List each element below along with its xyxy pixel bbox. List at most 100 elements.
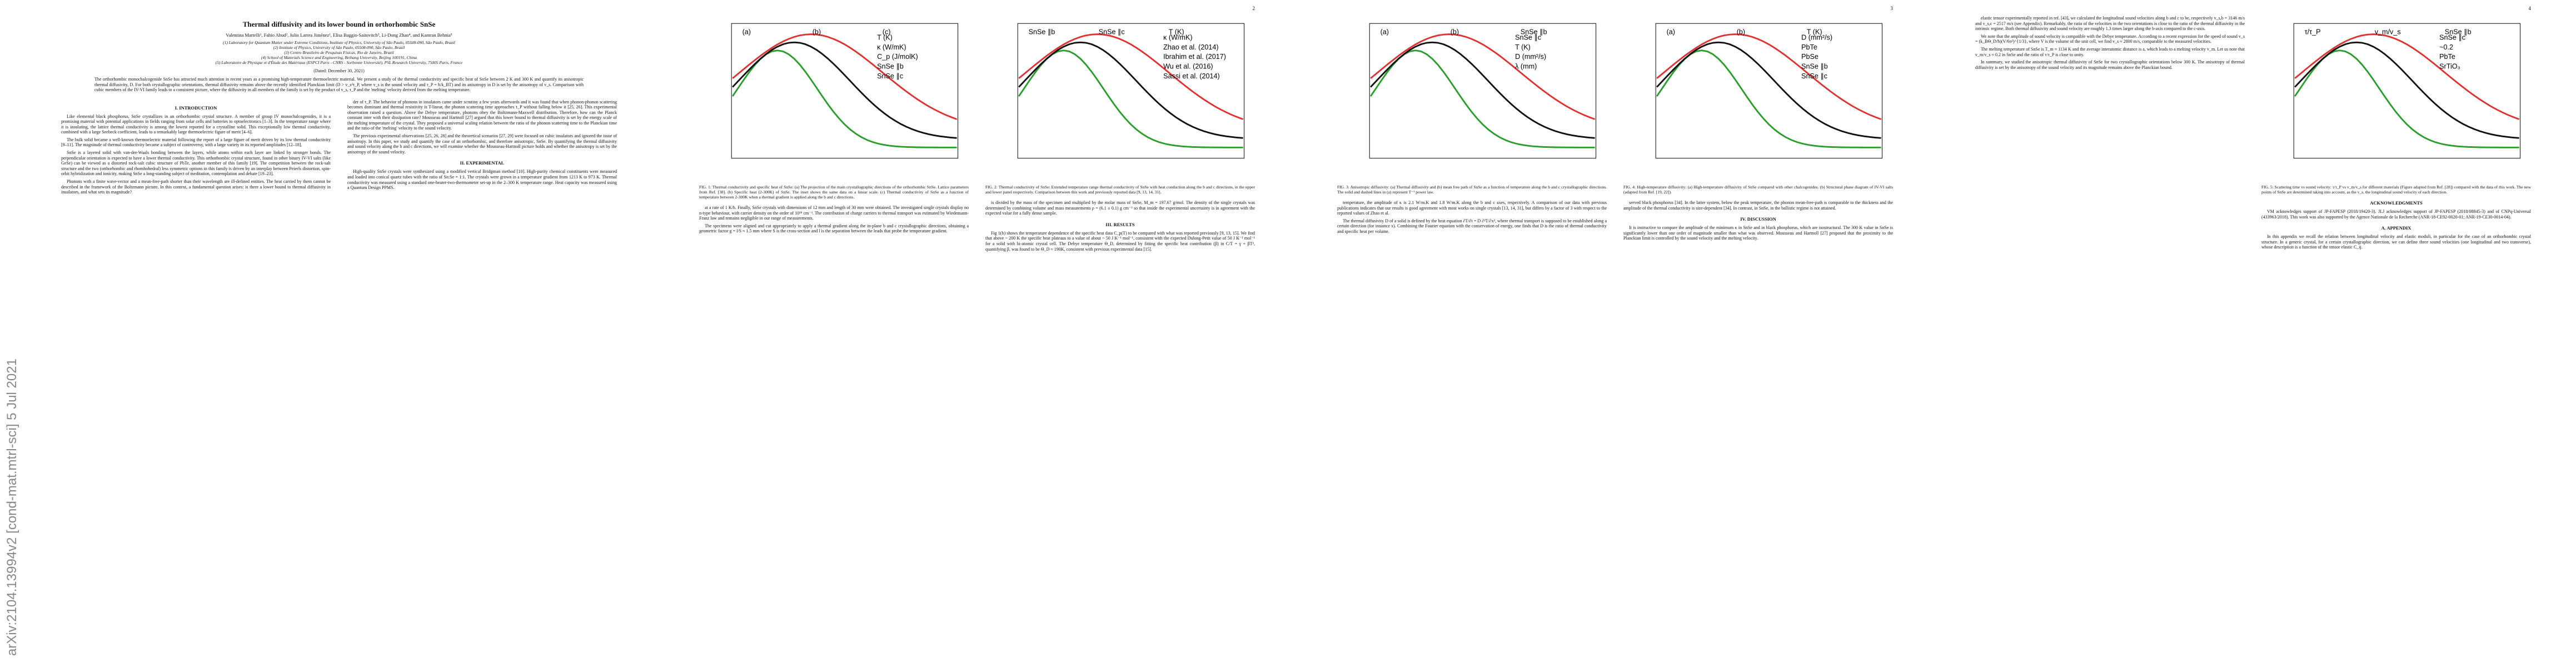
abstract: The orthorhombic monochalcogenide SnSe h… <box>94 77 584 92</box>
paragraph: The specimens were aligned and cut appro… <box>699 223 969 234</box>
affiliation: (3) Centro Brasileiro de Pesquisas Físic… <box>284 50 394 55</box>
page: Thermal diffusivity and its lower bound … <box>22 0 656 667</box>
paragraph: Like elemental black phosphorus, SnSe cr… <box>61 113 331 135</box>
curve <box>1656 33 1882 120</box>
figure-label: κ (W/mK) <box>877 43 906 51</box>
figure-label: (a) <box>743 28 751 36</box>
plot-frame <box>1369 23 1597 159</box>
figure: (a) (b) T (K)D (mm²/s) PbTe PbSe SnSe ∥bSnSe … <box>1655 23 1883 159</box>
arxiv-sidebar: arXiv:2104.13994v2 [cond-mat.mtrl-sci] 5… <box>4 359 19 656</box>
figure-label: Ibrahim et al. (2017) <box>1163 53 1226 61</box>
page: 2 (a) (b) (c) T (K) κ (W/mK) C_p (J/molK) SnSe … <box>660 0 1294 667</box>
paragraph: elastic tensor experimentally reported i… <box>1975 16 2245 32</box>
figure-label: SnSe ∥b <box>1801 63 1828 71</box>
column: τ/τ_P v_m/v_s SnSe ∥b SnSe ∥c ~0.2 PbTe SrTiO₃… <box>2261 16 2531 252</box>
figure-label: ~0.2 <box>2439 43 2453 51</box>
figure-label: (a) <box>1381 28 1389 36</box>
curve <box>2294 49 2519 148</box>
curve <box>1370 33 1596 120</box>
figure-label: Wu et al. (2016) <box>1163 63 1213 71</box>
paragraph: The previous experimental observations [… <box>347 133 617 155</box>
curve <box>1656 49 1881 148</box>
figure-label: (b) <box>1451 28 1459 36</box>
authors: Valentina Martelli¹, Fabio Abud², Julio … <box>226 32 452 38</box>
figure-caption: FIG. 1: Thermal conductivity and specifi… <box>699 185 969 200</box>
page: 4 elastic tensor experimentally reported … <box>1936 0 2570 667</box>
column: (a) (b) (c) T (K) κ (W/mK) C_p (J/molK) SnSe ∥… <box>699 16 969 254</box>
figure-label: SnSe ∥b <box>1521 28 1547 36</box>
figure-caption: FIG. 4: High-temperature diffusivity: (a… <box>1623 185 1893 195</box>
figure-label: Sassi et al. (2014) <box>1163 72 1220 80</box>
section-heading: IV. DISCUSSION <box>1740 216 1776 222</box>
paragraph: Phonons with a finite wave-vector and a … <box>61 179 331 195</box>
paragraph: VM acknowledges support of JP-FAPESP (20… <box>2261 209 2531 220</box>
figure-label: κ (W/mK) <box>1163 33 1193 41</box>
page-number: 4 <box>2528 6 2532 11</box>
figure-label: SnSe ∥c <box>1099 28 1125 36</box>
figure-label: (a) <box>1667 28 1675 36</box>
curve <box>1656 41 1881 139</box>
title: Thermal diffusivity and its lower bound … <box>242 20 436 28</box>
paragraph: SnSe is a layered solid with van-der-Waa… <box>61 150 331 177</box>
figure-label: D (mm²/s) <box>1801 33 1832 41</box>
paragraph: The thermal diffusivity D of a solid is … <box>1337 218 1607 234</box>
plot-frame <box>1017 23 1245 159</box>
column: der of τ_P. The behavior of phonons in i… <box>347 99 617 197</box>
date: (Dated: December 30, 2021) <box>313 68 365 73</box>
page: 3 (a) (b) SnSe ∥b SnSe ∥c T (K) D (mm²/s) λ (mm… <box>1298 0 1932 667</box>
section-heading: III. RESULTS <box>1105 221 1135 227</box>
figure-label: Zhao et al. (2014) <box>1163 43 1219 51</box>
figure-label: λ (mm) <box>1515 63 1537 71</box>
figure-label: PbTe <box>1801 43 1817 51</box>
figure-label: SrTiO₃ <box>2439 63 2460 71</box>
figure-label: SnSe ∥b <box>877 63 904 71</box>
paragraph: The bulk solid became a well-known therm… <box>61 137 331 148</box>
column: (a) (b) SnSe ∥b SnSe ∥c T (K) D (mm²/s) λ (mm)… <box>1337 16 1607 243</box>
figure-caption: FIG. 2: Thermal conductivity of SnSe: Ex… <box>985 185 1255 195</box>
figure-label: SnSe ∥c <box>1515 33 1541 41</box>
page-number: 2 <box>1252 6 1255 11</box>
curve <box>1370 41 1595 139</box>
figure-label: T (K) <box>1169 28 1184 36</box>
paragraph: Fig 1(b) shows the temperature dependenc… <box>985 230 1255 252</box>
section-heading: ACKNOWLEDGMENTS <box>2370 200 2423 206</box>
plot-frame <box>1655 23 1883 159</box>
figure-label: SnSe ∥c <box>2439 33 2465 41</box>
curve <box>1018 33 1244 120</box>
figure-label: PbSe <box>1801 53 1818 61</box>
figure-label: v_m/v_s <box>2375 28 2401 36</box>
front-matter: Thermal diffusivity and its lower bound … <box>61 20 617 93</box>
paragraph: In this appendix we recall the relation … <box>2261 234 2531 250</box>
plot-frame <box>731 23 959 159</box>
figure-label: T (K) <box>1515 43 1531 51</box>
paragraph: In summary, we studied the anisotropic t… <box>1975 59 2245 70</box>
curve <box>2294 33 2520 120</box>
page-number: 3 <box>1890 6 1894 11</box>
paragraph: served black phosphorus [34]. In the lat… <box>1623 200 1893 211</box>
curve <box>1018 41 1243 139</box>
figure-label: SnSe ∥b <box>2445 28 2472 36</box>
figure-label: SnSe ∥b <box>1029 28 1055 36</box>
curve <box>731 49 957 148</box>
curve <box>1018 49 1243 148</box>
figure-caption: FIG. 5: Scattering time vs sound velocit… <box>2261 185 2531 195</box>
section-heading: II. EXPERIMENTAL <box>460 160 505 166</box>
figure-label: T (K) <box>877 33 893 41</box>
affiliation: (1) Laboratory for Quantum Matter under … <box>223 40 455 45</box>
figure-label: C_p (J/molK) <box>877 53 918 61</box>
paragraph: is divided by the mass of the specimen a… <box>985 200 1255 216</box>
column: I. INTRODUCTION Like elemental black phos… <box>61 99 331 197</box>
affiliation: (5) Laboratoire de Physique et d'Étude d… <box>215 60 463 65</box>
figure-label: τ/τ_P <box>2305 28 2321 36</box>
figure-label: (b) <box>1737 28 1745 36</box>
figure-caption: FIG. 3: Anisotropic diffusivity: (a) The… <box>1337 185 1607 195</box>
curve <box>1369 49 1595 148</box>
paragraph: We note that the amplitude of sound velo… <box>1975 33 2245 44</box>
figure: SnSe ∥b SnSe ∥c T (K)κ (W/mK) Zhao et al. (… <box>1017 23 1245 159</box>
curve <box>732 33 958 120</box>
figure-label: D (mm²/s) <box>1515 53 1546 61</box>
section-heading: A. APPENDIX <box>2381 225 2411 231</box>
